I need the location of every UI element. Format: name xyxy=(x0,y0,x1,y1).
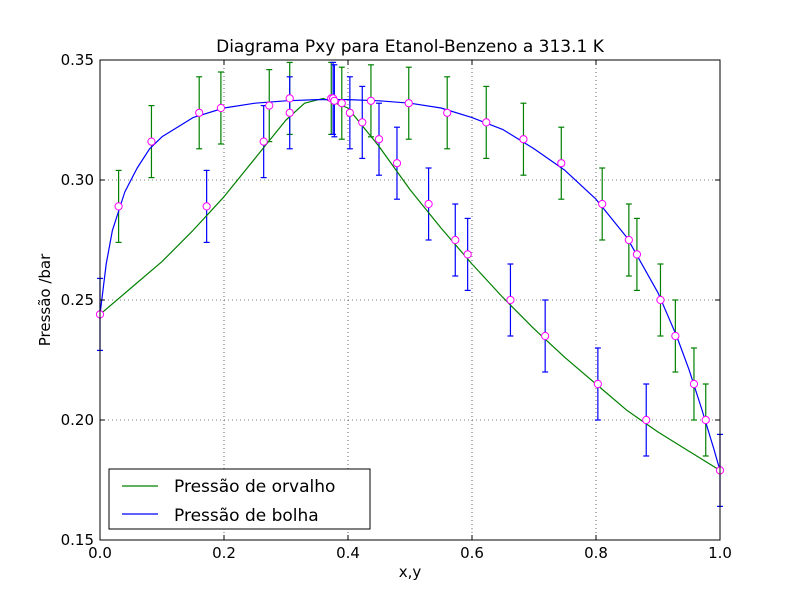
grid-lines xyxy=(100,60,720,540)
x-tick-label: 0.2 xyxy=(212,544,236,562)
x-axis-label: x,y xyxy=(399,563,422,581)
dew-data-point xyxy=(689,379,699,389)
dew-data-point xyxy=(519,135,528,144)
axis-ticks: 0.0 0.2 0.4 0.6 0.8 1.0 0.15 0.20 0.25 0.30 0.35 xyxy=(61,51,732,562)
bubble-data-point xyxy=(374,135,384,144)
bubble-data-point xyxy=(642,415,651,425)
legend-box xyxy=(108,468,371,530)
bubble-data-point xyxy=(358,118,367,127)
bubble-data-point xyxy=(424,199,433,209)
bubble-pressure-curve xyxy=(99,98,721,471)
dew-data-point xyxy=(147,137,156,146)
bubble-data-point xyxy=(345,108,354,117)
chart-title: Diagrama Pxy para Etanol-Benzeno a 313.1… xyxy=(216,37,605,57)
legend-bubble-label: Pressão de bolha xyxy=(174,506,319,526)
x-tick-label: 0.6 xyxy=(460,544,484,562)
dew-data-point xyxy=(443,108,452,117)
dew-data-point xyxy=(285,94,294,103)
dew-data-point xyxy=(114,202,123,211)
bubble-data-point xyxy=(463,250,472,259)
legend-dew-label: Pressão de orvalho xyxy=(174,477,335,497)
y-tick-label: 0.15 xyxy=(61,531,94,549)
dew-data-point xyxy=(366,96,376,105)
x-tick-label: 1.0 xyxy=(708,544,732,562)
bubble-data-point xyxy=(541,331,550,341)
bubble-data-point xyxy=(202,202,211,211)
dew-data-point xyxy=(632,250,642,259)
y-tick-label: 0.25 xyxy=(61,291,94,309)
dew-data-point xyxy=(671,331,680,341)
y-axis-label: Pressão /bar xyxy=(36,253,54,346)
dew-data-point xyxy=(624,235,633,245)
dew-pressure-curve xyxy=(99,97,721,471)
legend: Pressão de orvalho Pressão de bolha xyxy=(108,468,371,530)
dew-data-point xyxy=(216,103,225,113)
dew-data-point xyxy=(404,99,413,108)
x-tick-label: 0.4 xyxy=(336,544,360,562)
dew-data-point xyxy=(557,159,566,168)
bubble-data-point xyxy=(392,159,402,168)
bubble-data-point xyxy=(330,96,339,105)
bubble-data-point xyxy=(285,108,294,117)
dew-data-point xyxy=(265,101,274,110)
x-tick-label: 0.8 xyxy=(584,544,608,562)
y-tick-label: 0.20 xyxy=(61,411,94,429)
dew-data-point xyxy=(656,295,665,305)
dew-data-point xyxy=(598,199,607,209)
y-tick-label: 0.30 xyxy=(61,171,94,189)
dew-data-point xyxy=(195,108,204,117)
bubble-data-point xyxy=(451,235,460,245)
dew-data-point xyxy=(482,118,491,127)
bubble-data-point xyxy=(593,379,602,389)
bubble-data-point xyxy=(259,137,268,146)
bubble-data-point xyxy=(506,295,515,305)
y-tick-label: 0.35 xyxy=(61,51,94,69)
x-tick-label: 0.0 xyxy=(88,544,112,562)
dew-data-point xyxy=(701,415,710,425)
dew-data-point xyxy=(337,99,346,108)
